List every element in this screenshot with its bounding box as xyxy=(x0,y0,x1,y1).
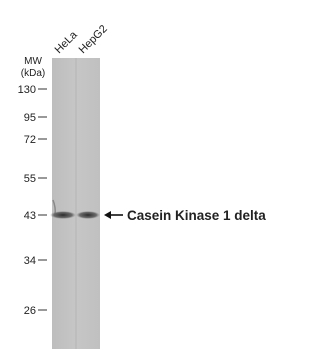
marker-ladder: 130 95 72 55 43 34 26 xyxy=(18,84,47,317)
marker-label: 55 xyxy=(24,173,36,185)
marker-label: 26 xyxy=(24,305,36,317)
band xyxy=(50,211,76,219)
lane-label: HepG2 xyxy=(77,23,110,56)
marker-label: 34 xyxy=(24,255,36,267)
band xyxy=(76,211,100,219)
mw-unit: (kDa) xyxy=(21,68,45,79)
marker-label: 130 xyxy=(18,84,36,96)
mw-label: MW xyxy=(24,56,42,67)
blot-figure: HeLa HepG2 MW (kDa) 130 95 72 55 43 34 26 Case… xyxy=(0,0,292,349)
marker-label: 43 xyxy=(24,210,36,222)
arrow-head xyxy=(104,211,111,219)
marker-label: 95 xyxy=(24,112,36,124)
band-label: Casein Kinase 1 delta xyxy=(127,208,266,223)
lane-label: HeLa xyxy=(53,28,81,56)
marker-label: 72 xyxy=(24,134,36,146)
